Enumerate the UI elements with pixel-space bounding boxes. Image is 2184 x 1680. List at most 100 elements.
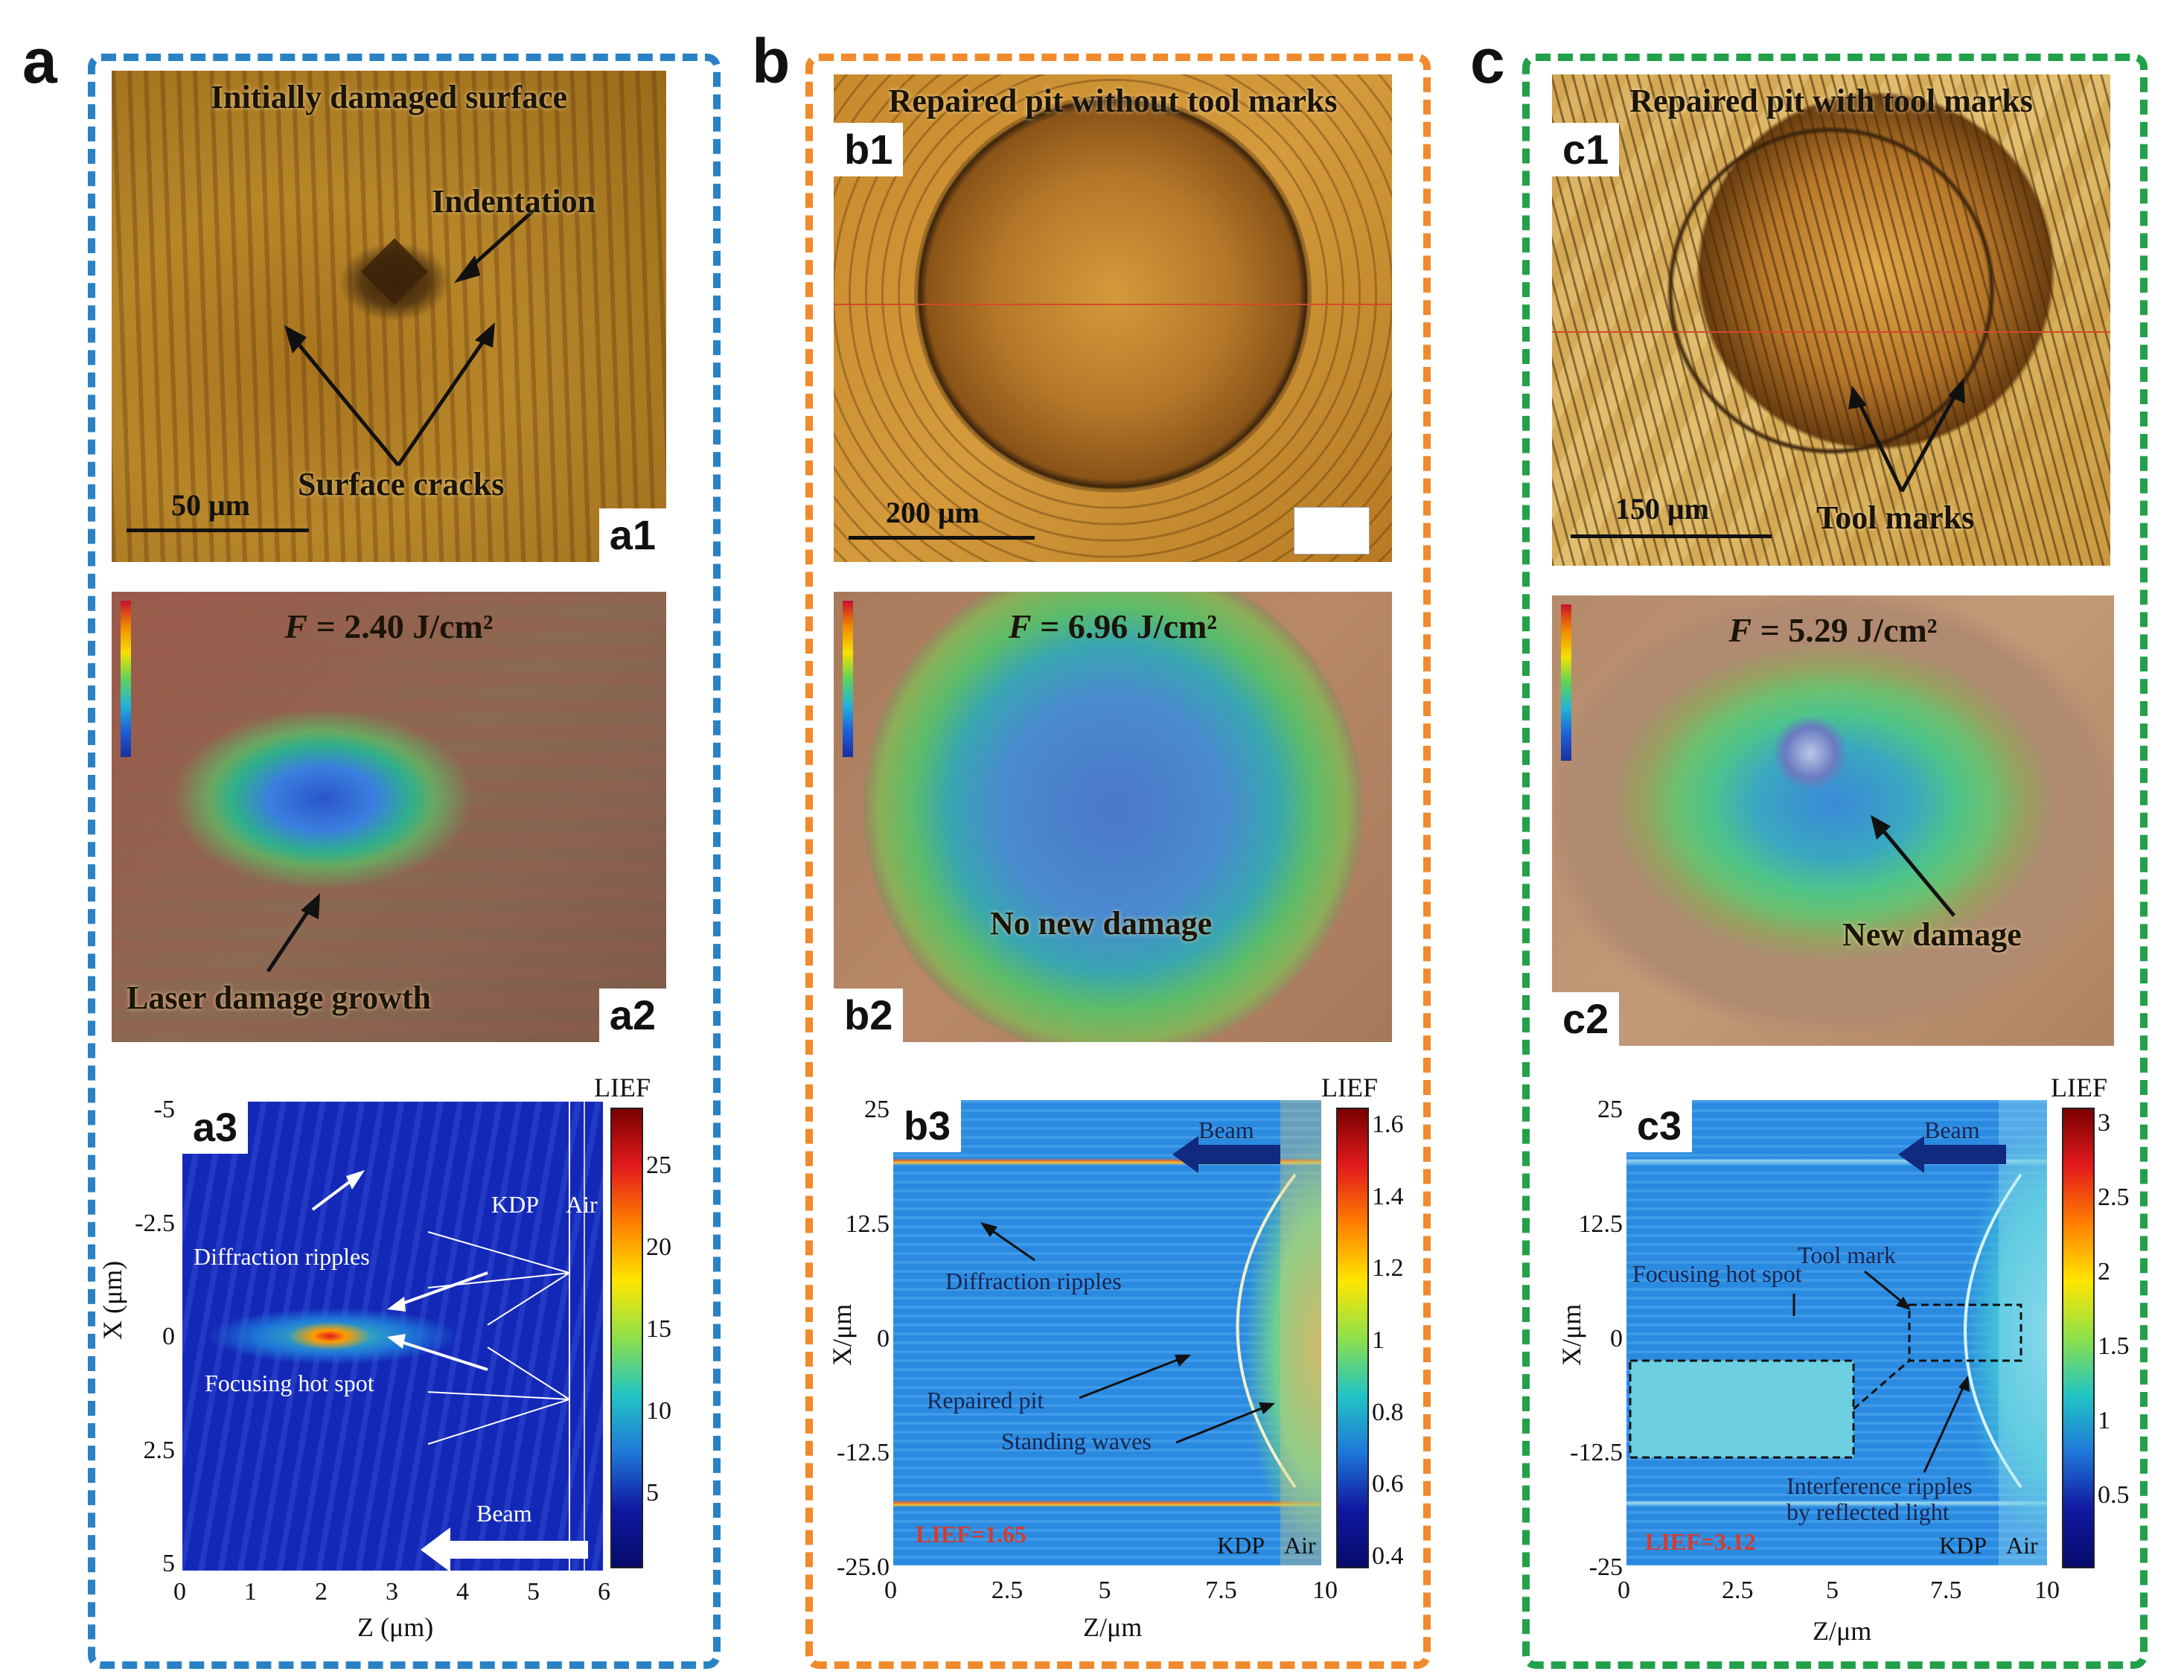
a3-colorbar-title: LIEF [594, 1073, 651, 1102]
b1-tag: b1 [834, 123, 904, 176]
a2-height-map: F = 2.40 J/cm² Laser damage growth a2 [112, 592, 666, 1042]
a1-tag: a1 [598, 508, 666, 562]
c3-colorbar-tick: 1 [2098, 1407, 2110, 1434]
c3-colorbar-tick: 3 [2098, 1109, 2110, 1137]
b3-lief-value: LIEF=1.65 [916, 1521, 1026, 1548]
b3-pit-label: Repaired pit [927, 1387, 1044, 1414]
a3-y-tick: 0 [162, 1323, 175, 1350]
c3-beam-label: Beam [1924, 1117, 1980, 1143]
a2-fluence-symbol: F [284, 607, 308, 645]
c2-mini-colorbar [1561, 604, 1571, 761]
c3-colorbar-tick: 1.5 [2098, 1332, 2130, 1360]
b3-colorbar [1336, 1108, 1369, 1568]
b1-scan-line [834, 304, 1392, 305]
a3-x-tick: 2 [315, 1578, 328, 1606]
b3-y-tick: 12.5 [845, 1210, 890, 1238]
a3-colorbar [610, 1108, 643, 1568]
c3-x-tick: 10 [2034, 1577, 2060, 1604]
b3-xlabel: Z/μm [1083, 1612, 1143, 1642]
a3-kdp-label: KDP [491, 1191, 540, 1218]
a3-air-label: Air [566, 1191, 598, 1218]
panel-letter-c: c [1470, 26, 1505, 96]
b3-x-tick: 2.5 [991, 1577, 1024, 1604]
a3-x-tick: 1 [244, 1578, 257, 1606]
c3-y-tick: -12.5 [1570, 1439, 1623, 1467]
a3-hotspot-label: Focusing hot spot [205, 1370, 374, 1396]
c3-x-tick: 7.5 [1930, 1577, 1962, 1604]
c3-xlabel: Z/μm [1813, 1616, 1872, 1646]
b3-air-label: Air [1284, 1532, 1316, 1559]
c3-colorbar [2062, 1108, 2095, 1568]
c2-fluence-symbol: F [1728, 611, 1752, 649]
a2-arrow [266, 893, 320, 973]
b3-y-tick: -12.5 [837, 1439, 890, 1467]
c3-interference-label-2: by reflected light [1787, 1498, 1950, 1525]
a1-arrows [284, 207, 537, 467]
c3-simulation: c3 Beam Focusing hot spot Tool mark Inte… [1626, 1100, 2047, 1565]
a3-colorbar-tick: 20 [646, 1233, 671, 1261]
c1-title: Repaired pit with tool marks [1629, 83, 2033, 119]
b1-micrograph: Repaired pit without tool marks b1 200 μ… [834, 74, 1392, 562]
a3-x-tick: 0 [173, 1578, 186, 1606]
a2-mini-colorbar [121, 601, 131, 757]
c1-arrows [1848, 378, 1965, 493]
b3-ylabel: X/μm [827, 1303, 857, 1366]
b3-colorbar-tick: 0.6 [1372, 1470, 1404, 1498]
c1-marks-label: Tool marks [1816, 499, 1975, 536]
c3-toolmark-label: Tool mark [1798, 1242, 1896, 1268]
a1-title: Initially damaged surface [210, 79, 568, 115]
c3-interference-label-1: Interference ripples [1787, 1472, 1973, 1499]
b3-colorbar-tick: 1.4 [1372, 1182, 1404, 1210]
a3-beam-label: Beam [476, 1500, 532, 1527]
c1-tag: c1 [1552, 123, 1620, 176]
b3-colorbar-tick: 1.2 [1372, 1254, 1404, 1283]
panel-letter-b: b [752, 26, 791, 96]
a3-xlabel: Z (μm) [357, 1612, 434, 1642]
c1-micrograph: Repaired pit with tool marks c1 150 μm T… [1552, 74, 2110, 566]
c3-y-tick: 12.5 [1578, 1210, 1623, 1238]
b3-tag: b3 [893, 1100, 962, 1152]
a3-x-tick: 5 [527, 1578, 540, 1606]
a3-y-tick: 5 [162, 1550, 175, 1577]
a2-fluence-value: = 2.40 J/cm² [307, 607, 494, 645]
c2-arrow [1871, 815, 1955, 917]
b3-x-tick: 7.5 [1205, 1577, 1237, 1604]
panel-letter-a: a [22, 26, 57, 96]
c3-colorbar-tick: 2 [2098, 1258, 2110, 1285]
a3-x-tick: 6 [598, 1578, 610, 1606]
b3-x-tick: 10 [1312, 1577, 1338, 1604]
b2-tag: b2 [834, 988, 904, 1042]
b3-simulation: b3 Beam Diffraction ripples Repaired pit… [893, 1100, 1321, 1565]
c3-lief-value: LIEF=3.12 [1645, 1528, 1756, 1555]
c3-x-tick: 5 [1826, 1577, 1839, 1604]
b3-colorbar-tick: 1 [1372, 1326, 1385, 1354]
a1-scale-bar [127, 528, 309, 532]
b3-y-tick: -25.0 [837, 1553, 890, 1581]
c2-note: New damage [1842, 916, 2022, 953]
b3-ripples-label: Diffraction ripples [945, 1268, 1122, 1294]
c1-scale-bar [1571, 534, 1772, 538]
b3-x-tick: 5 [1098, 1577, 1111, 1604]
b1-title: Repaired pit without tool marks [888, 83, 1338, 119]
panel-b-frame [805, 54, 1431, 1669]
b2-note: No new damage [990, 905, 1213, 942]
a3-colorbar-tick: 25 [646, 1152, 671, 1179]
a3-ripples-label: Diffraction ripples [194, 1243, 370, 1270]
b2-mini-colorbar [843, 601, 853, 757]
b2-fluence: F = 6.96 J/cm² [834, 607, 1392, 646]
a3-simulation: a3 KDP Air Diffraction ripples Focusing … [182, 1102, 603, 1571]
c3-y-tick: 0 [1610, 1324, 1623, 1352]
b2-height-map: F = 6.96 J/cm² No new damage b2 [834, 592, 1392, 1042]
a3-tag: a3 [182, 1102, 249, 1154]
b3-annotations [980, 1100, 1321, 1565]
a2-tag: a2 [598, 988, 666, 1042]
a2-fluence: F = 2.40 J/cm² [112, 607, 666, 646]
c3-colorbar-tick: 0.5 [2098, 1481, 2130, 1509]
c3-x-tick: 0 [1618, 1577, 1630, 1604]
b3-y-tick: 25 [864, 1096, 890, 1123]
b3-y-tick: 0 [877, 1324, 890, 1352]
a3-y-tick: -5 [153, 1096, 175, 1123]
panel-a-frame [88, 54, 721, 1669]
b1-scale-bar [849, 536, 1035, 540]
b3-colorbar-tick: 0.8 [1372, 1398, 1404, 1426]
